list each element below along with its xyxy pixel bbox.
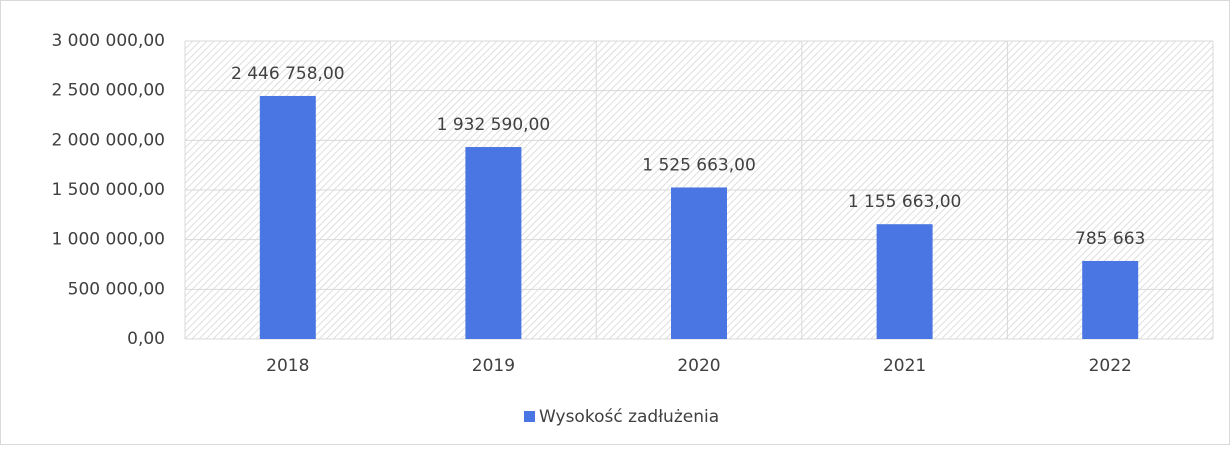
x-tick-label: 2022 [1089, 356, 1132, 376]
y-tick-label: 1 000 000,00 [51, 230, 165, 250]
y-tick-label: 0,00 [127, 329, 165, 349]
y-tick-label: 1 500 000,00 [51, 180, 165, 200]
x-tick-label: 2018 [266, 356, 309, 376]
legend-label: Wysokość zadłużenia [539, 407, 719, 427]
y-tick-label: 500 000,00 [68, 279, 165, 299]
x-tick-label: 2021 [883, 356, 926, 376]
y-tick-label: 2 000 000,00 [51, 130, 165, 150]
bar [259, 95, 316, 339]
data-label: 1 932 590,00 [437, 115, 551, 135]
data-label: 2 446 758,00 [231, 64, 345, 84]
data-label: 1 155 663,00 [848, 192, 962, 212]
y-tick-label: 2 500 000,00 [51, 81, 165, 101]
bar [1082, 260, 1139, 339]
x-tick-label: 2019 [472, 356, 515, 376]
bar [671, 187, 727, 339]
data-label: 1 525 663,00 [642, 155, 756, 175]
bar [465, 147, 522, 339]
data-label: 785 663 [1075, 229, 1145, 249]
y-tick-label: 3 000 000,00 [51, 31, 165, 51]
bar [876, 224, 933, 339]
x-tick-label: 2020 [677, 356, 720, 376]
legend-swatch [524, 411, 535, 422]
